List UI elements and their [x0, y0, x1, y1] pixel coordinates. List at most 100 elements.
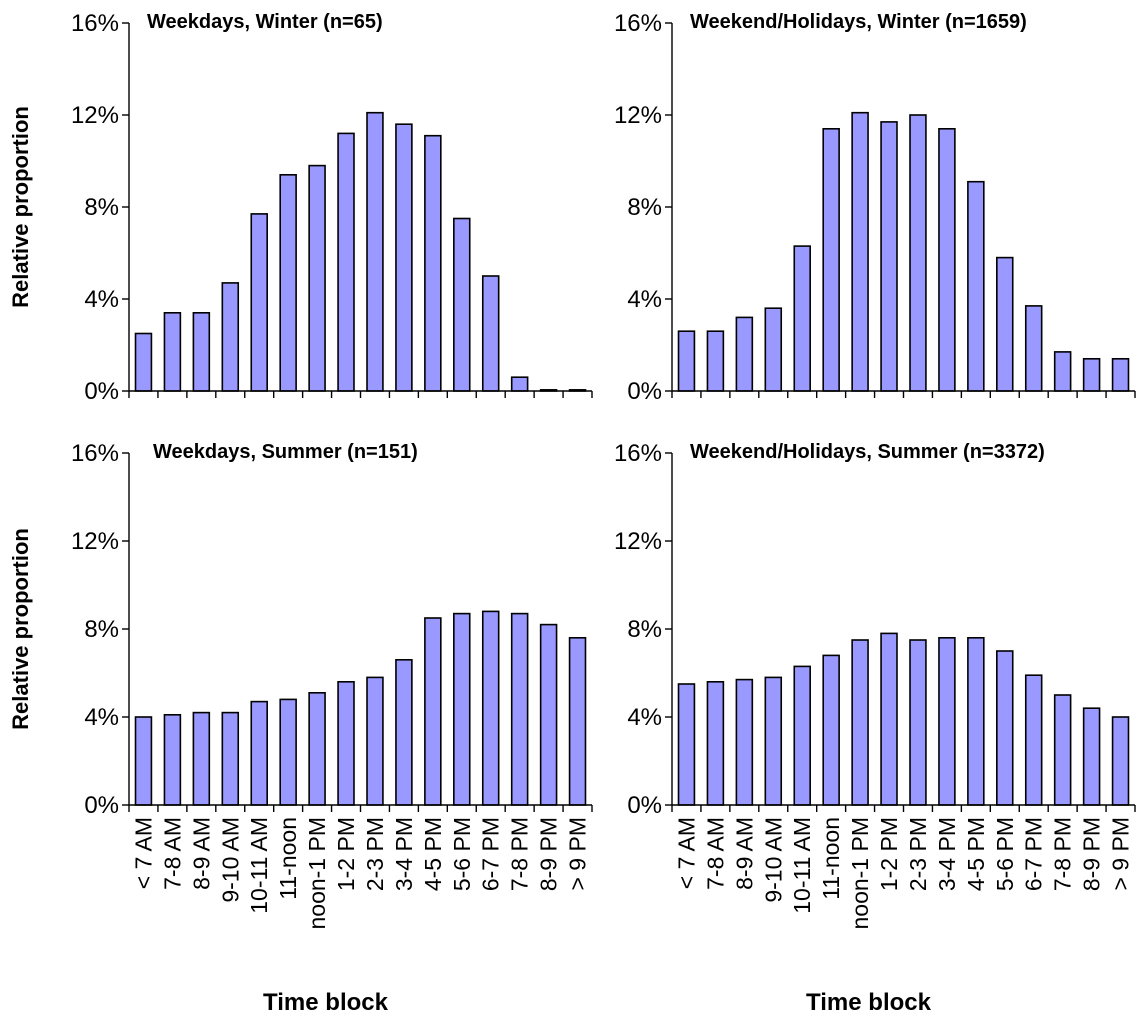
bar — [163, 311, 182, 392]
chart-panel-3: 0% 4% 8% 12% 16% < 7 AM 7-8 AM 8-9 AM 9-10 AM 10-… — [8, 440, 593, 1016]
x-tick-label: 9-10 AM — [760, 817, 786, 903]
x-tick-label: noon-1 PM — [304, 817, 330, 930]
x-tick-label: 7-8 PM — [1050, 817, 1076, 891]
bar — [1082, 707, 1101, 806]
y-tick-label: 0% — [84, 378, 119, 405]
bar — [1024, 305, 1043, 392]
bar — [793, 665, 811, 806]
panel-title: Weekend/Holidays, Summer (n=3372) — [690, 441, 1045, 463]
bar — [851, 111, 869, 392]
y-tick-label: 16% — [71, 10, 119, 37]
x-tick-label: 11-noon — [818, 817, 844, 900]
x-tick-label: < 7 AM — [130, 817, 156, 889]
y-axis-label: Relative proportion — [8, 106, 33, 308]
x-tick-label: 1-2 PM — [333, 817, 359, 891]
bar — [308, 691, 326, 806]
y-tick-label: 16% — [614, 10, 662, 37]
bar — [677, 330, 696, 392]
x-tick-label: 10-11 AM — [789, 817, 815, 914]
chart-panel-1: 0% 4% 8% 12% 16% Relative proportion Weekdays,… — [8, 10, 593, 405]
x-tick-label: 8-9 AM — [731, 817, 757, 890]
x-tick-label: > 9 PM — [565, 817, 591, 891]
bar — [1024, 674, 1043, 806]
x-tick-label: 1-2 PM — [876, 817, 902, 891]
bar — [539, 623, 558, 806]
x-tick-label: 3-4 PM — [391, 817, 417, 891]
y-tick-label: 4% — [627, 704, 662, 731]
y-tick-label: 0% — [627, 378, 662, 405]
x-tick-label: 11-noon — [275, 817, 301, 900]
bar — [395, 658, 413, 806]
bar — [453, 217, 471, 392]
x-axis-label: Time block — [263, 989, 389, 1016]
bar — [706, 330, 725, 392]
bar — [967, 636, 985, 806]
x-tick-label: 8-9 PM — [1079, 817, 1105, 891]
panel-title: Weekdays, Winter (n=65) — [147, 11, 383, 33]
y-tick-label: 8% — [627, 194, 662, 221]
bar — [706, 680, 725, 806]
bar — [1053, 351, 1072, 392]
bar — [510, 612, 529, 806]
bar — [279, 698, 297, 806]
y-tick-label: 16% — [71, 440, 119, 467]
bar — [822, 654, 840, 806]
bar — [308, 164, 326, 392]
bar — [163, 713, 182, 806]
y-axis-label: Relative proportion — [8, 528, 33, 730]
bar — [279, 174, 297, 392]
panel-title: Weekend/Holidays, Winter (n=1659) — [690, 11, 1027, 33]
y-tick-label: 12% — [614, 528, 662, 555]
y-tick-label: 4% — [84, 286, 119, 313]
y-tick-label: 12% — [71, 528, 119, 555]
x-tick-label: 8-9 AM — [188, 817, 214, 890]
bar — [851, 639, 869, 806]
bar — [366, 111, 384, 392]
bar — [337, 132, 355, 392]
chart-panel-2: 0% 4% 8% 12% 16% Weekend/Holidays, Winter (n=… — [614, 10, 1136, 405]
bar — [395, 123, 413, 392]
bar — [677, 683, 696, 806]
bar — [453, 612, 471, 806]
y-tick-label: 0% — [84, 792, 119, 819]
x-tick-label: 7-8 AM — [159, 817, 185, 890]
bar — [764, 307, 783, 392]
y-tick-label: 0% — [627, 792, 662, 819]
bar — [481, 275, 500, 392]
y-tick-label: 8% — [84, 194, 119, 221]
x-axis-label: Time block — [806, 989, 932, 1016]
panel-title: Weekdays, Summer (n=151) — [153, 441, 418, 463]
bar — [909, 114, 927, 392]
bar — [250, 700, 268, 806]
bar — [880, 121, 898, 392]
x-tick-label: 6-7 PM — [1021, 817, 1047, 891]
x-tick-label: 8-9 PM — [536, 817, 562, 891]
bar — [424, 617, 442, 806]
bar — [250, 213, 268, 392]
bar — [735, 678, 754, 806]
chart-panels: 0% 4% 8% 12% 16% Relative proportion Weekdays,… — [8, 10, 1136, 1016]
x-tick-label: > 9 PM — [1108, 817, 1134, 891]
x-tick-label: 4-5 PM — [963, 817, 989, 891]
bar — [221, 711, 240, 806]
bar — [1053, 694, 1072, 806]
bar — [366, 676, 384, 806]
x-tick-label: 7-8 AM — [702, 817, 728, 890]
x-tick-label: 5-6 PM — [992, 817, 1018, 891]
bar — [909, 639, 927, 806]
bar — [337, 680, 355, 806]
y-tick-label: 4% — [84, 704, 119, 731]
bar — [481, 610, 500, 806]
bar — [880, 632, 898, 806]
y-tick-label: 8% — [627, 616, 662, 643]
bar — [134, 332, 153, 392]
bar — [424, 134, 442, 392]
bar — [568, 636, 587, 806]
bar — [510, 376, 529, 392]
bar — [996, 650, 1014, 806]
x-tick-label: < 7 AM — [673, 817, 699, 889]
bar — [938, 128, 956, 392]
y-tick-label: 12% — [614, 102, 662, 129]
y-tick-label: 8% — [84, 616, 119, 643]
